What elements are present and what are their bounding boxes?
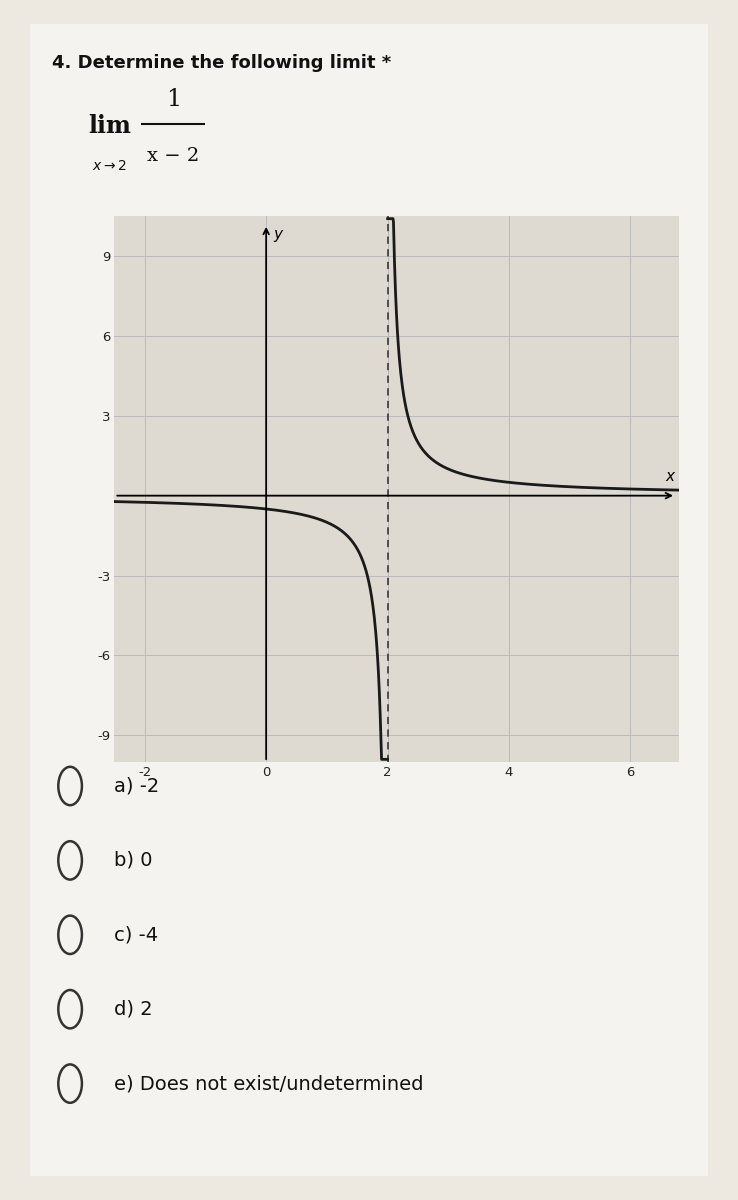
Text: a) -2: a) -2 bbox=[114, 776, 159, 796]
Text: 4. Determine the following limit *: 4. Determine the following limit * bbox=[52, 54, 391, 72]
Text: x − 2: x − 2 bbox=[148, 146, 199, 164]
Text: x: x bbox=[666, 469, 675, 484]
Text: $x \rightarrow 2$: $x \rightarrow 2$ bbox=[92, 158, 127, 173]
Text: b) 0: b) 0 bbox=[114, 851, 153, 870]
Text: y: y bbox=[274, 227, 283, 241]
Text: c) -4: c) -4 bbox=[114, 925, 159, 944]
Text: d) 2: d) 2 bbox=[114, 1000, 153, 1019]
Text: e) Does not exist/undetermined: e) Does not exist/undetermined bbox=[114, 1074, 424, 1093]
Text: lim: lim bbox=[89, 114, 131, 138]
Text: 1: 1 bbox=[166, 88, 181, 112]
